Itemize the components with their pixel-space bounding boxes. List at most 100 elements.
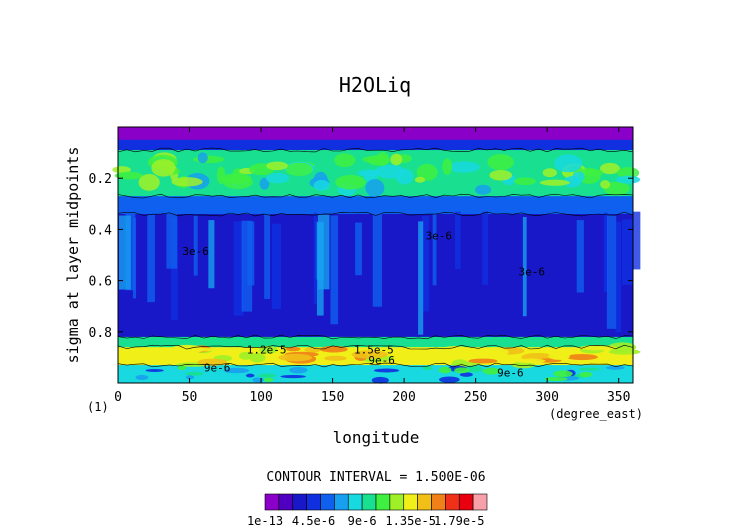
colorbar-label: 1e-13 [247,514,283,528]
x-axis-label: longitude [333,428,420,447]
contour-blob [193,155,225,164]
contour-blob [600,180,611,189]
contour-blob [285,162,313,176]
contour-blob [511,361,536,369]
contour-blob [357,169,381,177]
contour-blob [579,345,617,351]
contour-blob [185,371,204,376]
contour-blob [365,179,385,197]
contour-blob [438,366,452,374]
x-tick-label: 150 [321,390,344,405]
contour-blob [112,166,131,174]
y-tick-label: 0.6 [89,275,112,290]
contour-label: 9e-6 [204,361,231,374]
contour-blob [542,168,557,178]
contour-blob [373,368,400,373]
contour-blob [566,354,598,361]
colorbar-swatch [306,493,321,511]
y-axis-label: sigma at layer midpoints [64,147,82,364]
contour-blob [223,367,250,374]
contour-blob [289,366,308,374]
contour-blob [539,179,570,186]
contour-blob [313,179,330,191]
corner-label: (1) [87,400,109,414]
contour-blob [376,151,390,166]
contour-blob [158,356,180,366]
contour-blob [516,358,546,364]
colorbar-labels: 1e-13 4.5e-6 9e-6 1.35e-51.79e-5 [247,514,485,528]
contour-streak [271,223,281,309]
colorbar-label: 4.5e-6 [292,514,335,528]
colorbar-swatch [361,493,377,511]
contour-blob [197,358,228,366]
contour-blob [238,351,253,360]
contour-streak [330,215,339,325]
contour-blob [335,175,366,190]
contour-blob [475,184,492,195]
field-band-0 [118,127,633,141]
contour-streak [171,217,178,321]
contour-streak [317,214,330,290]
contour-blob [245,373,255,378]
contour-blob [278,353,313,362]
contour-blob [259,177,270,190]
contour-blob [468,358,498,364]
contour-streak [241,220,253,312]
contour-streak [193,215,198,276]
contour-blob [266,161,288,171]
contour-blob [145,368,164,373]
contour-blob [615,175,641,184]
colorbar-swatch [431,493,446,511]
contour-streak [615,221,622,333]
contour-streak [118,215,131,290]
plot-area: 3e-6 3e-6 3e-6 9e-6 9e-6 9e-6 1.2e-5 1.5e-5 [112,127,641,384]
contour-label: 3e-6 [182,245,209,258]
contour-blob [414,176,426,183]
x-units-label: (degree_east) [549,407,643,421]
contour-blob [258,373,277,378]
colorbar-swatch [472,493,488,511]
contour-blob [252,377,264,383]
contour-streak [432,213,437,286]
contour-blob [135,374,149,381]
contour-streak [621,219,634,285]
contour-label: 9e-6 [368,354,395,367]
contour-blob [151,159,176,177]
contour-blob [608,349,641,355]
colorbar-swatch [334,493,349,511]
colorbar-swatch [264,493,280,511]
contour-blob [448,161,480,173]
contour-streak [455,211,461,270]
x-tick-label: 350 [607,390,630,405]
contour-line [117,334,634,340]
x-tick-label: 100 [249,390,272,405]
contour-blob [603,181,630,196]
contour-blob [371,376,389,384]
contour-blob [263,377,274,382]
contour-label: 3e-6 [426,230,453,243]
contour-streak [576,220,584,293]
colorbar-swatch [403,493,418,511]
contour-blob [324,355,347,361]
contour-blob [459,372,473,377]
contour-blob [249,352,266,363]
y-tick-label: 0.8 [89,326,112,341]
y-tick-label: 0.2 [89,172,112,187]
contour-streak [522,216,527,317]
contour-blob [599,162,620,175]
contour-streak [482,211,489,285]
contour-blob [422,365,433,371]
y-tick-label: 0.4 [89,223,113,238]
colorbar-swatch [292,493,307,511]
contour-blob [454,367,470,374]
contour-streak [421,215,430,312]
contour-label: 1.5e-5 [354,344,394,357]
contour-blob [544,377,568,381]
colorbar-swatch [375,493,391,511]
x-tick-label: 300 [535,390,558,405]
contour-blob [480,347,509,357]
contour-blob [442,158,453,175]
contour-blob [265,172,290,184]
x-tick-label: 50 [182,390,198,405]
colorbar-swatch [445,493,460,511]
